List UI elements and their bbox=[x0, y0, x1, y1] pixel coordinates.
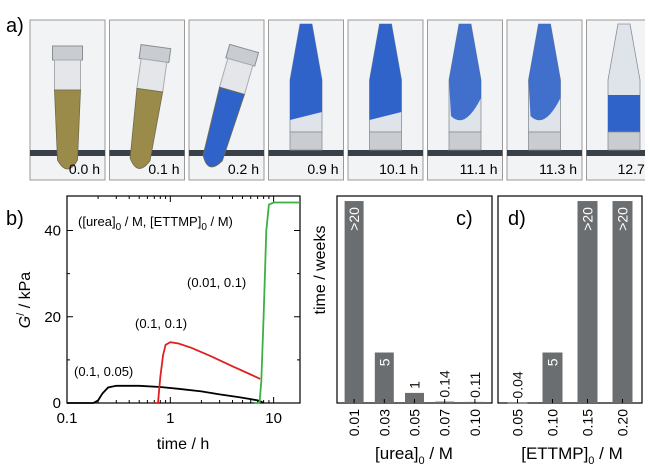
bar-value-label: >20 bbox=[615, 207, 631, 231]
panel-a-label: a) bbox=[6, 15, 24, 37]
vial-frame: 0.2 h bbox=[189, 20, 264, 180]
bar-value-label: >20 bbox=[346, 207, 362, 231]
y-tick-label: 20 bbox=[44, 309, 61, 326]
x-tick-label: 0.10 bbox=[467, 409, 483, 436]
time-label: 0.2 h bbox=[228, 161, 259, 177]
vial bbox=[53, 46, 83, 169]
x-tick-label: 0.01 bbox=[346, 409, 362, 436]
y-tick-label: 40 bbox=[44, 223, 61, 240]
x-tick-label: 0.05 bbox=[407, 409, 423, 436]
series-line bbox=[154, 342, 260, 403]
time-label: 12.7 h bbox=[618, 161, 645, 177]
x-axis-label-c: [urea]0 / M bbox=[375, 444, 453, 467]
x-tick-label: 0.15 bbox=[580, 409, 596, 436]
bar-value-label: >20 bbox=[580, 207, 596, 231]
time-label: 0.0 h bbox=[69, 161, 100, 177]
vial-frame: 0.1 h bbox=[110, 20, 185, 180]
vial-photo-strip: 0.0 h 0.1 h 0.2 h 0.9 h 10.1 h 11.1 h 11.3 h 12… bbox=[30, 20, 645, 180]
vial-frame: 11.3 h bbox=[507, 20, 582, 180]
panel-d-label: d) bbox=[508, 208, 526, 230]
x-axis-label-d: [ETTMP]0 / M bbox=[521, 444, 623, 467]
bar-value-label: 1 bbox=[407, 381, 423, 389]
vial-frame: 0.0 h bbox=[30, 20, 105, 180]
panel-b-label: b) bbox=[6, 208, 24, 230]
x-tick-label: 0.07 bbox=[437, 409, 453, 436]
y-axis-label: G/ / kPa bbox=[15, 272, 34, 329]
x-tick-label: 1 bbox=[166, 410, 174, 427]
series-line bbox=[254, 203, 300, 404]
time-label: 10.1 h bbox=[379, 161, 418, 177]
series-label-1: (0.1, 0.05) bbox=[74, 364, 133, 379]
vial-frame: 11.1 h bbox=[428, 20, 503, 180]
panel-c-label: c) bbox=[456, 208, 473, 230]
y-tick-label: 0 bbox=[53, 395, 61, 412]
x-tick-label: 0.1 bbox=[57, 410, 78, 427]
x-tick-label: 0.20 bbox=[615, 409, 631, 436]
bar-value-label: 5 bbox=[545, 358, 561, 366]
bar-chart-ettmp: 0.04 0.05 5 0.10 >20 0.15 >20 0.20 [ETTMP]0 / M bbox=[498, 196, 642, 467]
bar-chart-urea: >20 0.01 5 0.03 1 0.05 0.14 0.07 0.11 0.10 time /… bbox=[312, 196, 492, 467]
x-tick-label: 0.03 bbox=[376, 409, 392, 436]
series-label-2: (0.1, 0.1) bbox=[135, 316, 187, 331]
bar-value-label: 0.14 bbox=[437, 370, 453, 397]
x-tick-label: 0.05 bbox=[510, 409, 526, 436]
time-label: 11.1 h bbox=[460, 161, 498, 177]
series-label-3: (0.01, 0.1) bbox=[187, 275, 246, 290]
vial-frame: 10.1 h bbox=[348, 20, 423, 180]
x-axis-label: time / h bbox=[157, 436, 209, 453]
vial-frame: 12.7 h bbox=[587, 20, 645, 180]
time-label: 0.1 h bbox=[148, 161, 179, 177]
vial-frame: 0.9 h bbox=[269, 20, 344, 180]
time-label: 0.9 h bbox=[307, 161, 338, 177]
x-tick-label: 10 bbox=[265, 410, 282, 427]
time-label: 11.3 h bbox=[539, 161, 577, 177]
bar-value-label: 0.04 bbox=[510, 371, 526, 398]
x-tick-label: 0.10 bbox=[545, 409, 561, 436]
legend-title: ([urea]0 / M, [ETTMP]0 / M) bbox=[78, 214, 233, 233]
bar-value-label: 0.11 bbox=[467, 371, 483, 397]
bar-value-label: 5 bbox=[376, 358, 392, 366]
y-axis-label-c: time / weeks bbox=[312, 226, 329, 315]
